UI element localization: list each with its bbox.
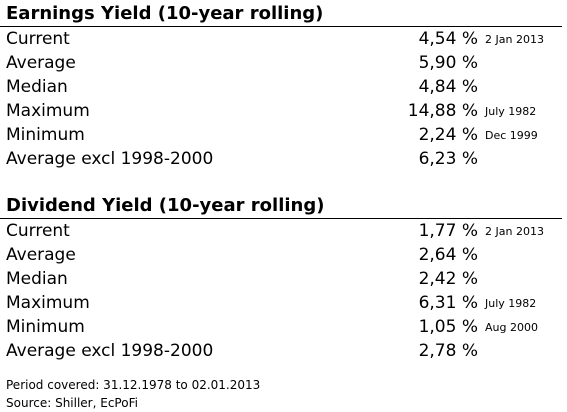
row-value: 2,78 % bbox=[418, 341, 478, 361]
title-underline bbox=[0, 26, 562, 27]
row-value: 6,31 % bbox=[418, 293, 478, 313]
row-label: Average excl 1998-2000 bbox=[6, 341, 214, 361]
row-value: 6,23 % bbox=[418, 149, 478, 169]
row-label: Average excl 1998-2000 bbox=[6, 149, 214, 169]
row-note: July 1982 bbox=[485, 297, 537, 310]
row-value: 4,54 % bbox=[418, 29, 478, 49]
footer-note: Source: Shiller, EcPoFi bbox=[6, 396, 138, 410]
section-title: Earnings Yield (10-year rolling) bbox=[6, 3, 324, 24]
row-note: Aug 2000 bbox=[485, 321, 538, 334]
row-label: Average bbox=[6, 53, 76, 73]
row-value: 2,64 % bbox=[418, 245, 478, 265]
title-underline bbox=[0, 218, 562, 219]
footer-note: Period covered: 31.12.1978 to 02.01.2013 bbox=[6, 378, 261, 392]
row-value: 5,90 % bbox=[418, 53, 478, 73]
row-note: 2 Jan 2013 bbox=[485, 225, 544, 238]
row-value: 2,42 % bbox=[418, 269, 478, 289]
row-label: Maximum bbox=[6, 101, 90, 121]
row-label: Minimum bbox=[6, 125, 85, 145]
row-value: 4,84 % bbox=[418, 77, 478, 97]
row-label: Current bbox=[6, 221, 70, 241]
row-note: July 1982 bbox=[485, 105, 537, 118]
row-value: 2,24 % bbox=[418, 125, 478, 145]
row-label: Median bbox=[6, 77, 68, 97]
row-note: Dec 1999 bbox=[485, 129, 538, 142]
row-label: Median bbox=[6, 269, 68, 289]
row-label: Average bbox=[6, 245, 76, 265]
row-label: Maximum bbox=[6, 293, 90, 313]
row-note: 2 Jan 2013 bbox=[485, 33, 544, 46]
row-value: 1,77 % bbox=[418, 221, 478, 241]
section-title: Dividend Yield (10-year rolling) bbox=[6, 195, 325, 216]
row-label: Minimum bbox=[6, 317, 85, 337]
row-value: 14,88 % bbox=[407, 101, 478, 121]
row-value: 1,05 % bbox=[418, 317, 478, 337]
row-label: Current bbox=[6, 29, 70, 49]
